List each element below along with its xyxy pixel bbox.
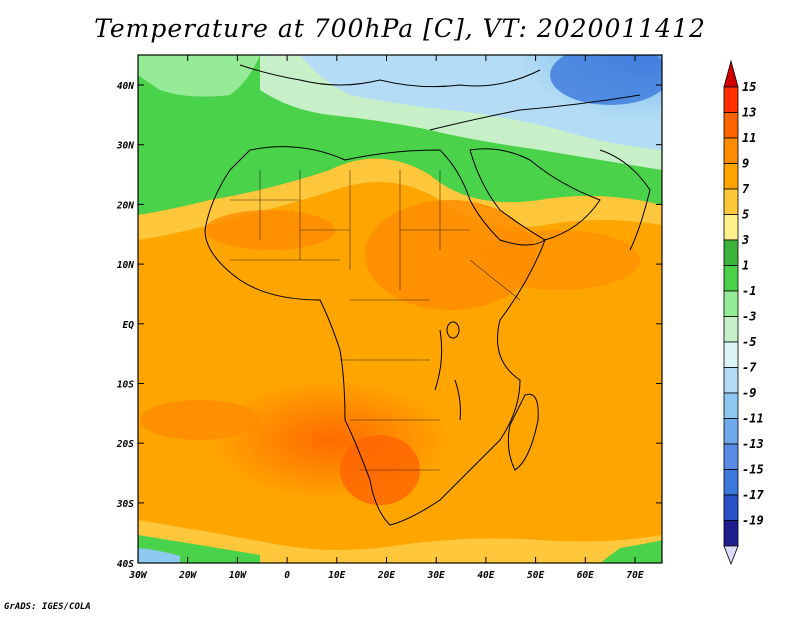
colorbar-bottom-triangle <box>723 545 739 566</box>
colorbar-swatch <box>723 392 739 419</box>
colorbar-swatch <box>723 367 739 394</box>
colorbar-level-label: 9 <box>742 157 749 171</box>
colorbar-swatch <box>723 163 739 190</box>
lon-tick-label: 40E <box>477 570 494 581</box>
colorbar-swatch <box>723 316 739 343</box>
lat-tick-label: 40S <box>117 559 134 570</box>
colorbar-top-triangle <box>723 59 739 88</box>
colorbar-swatch <box>723 290 739 317</box>
lat-tick-label: 10S <box>117 380 134 391</box>
colorbar-swatch <box>723 86 739 113</box>
colorbar-swatch <box>723 265 739 292</box>
colorbar-swatch <box>723 418 739 445</box>
colorbar-level-label: 11 <box>742 131 756 145</box>
colorbar-level-label: 5 <box>742 208 749 222</box>
colorbar-level-label: 7 <box>742 182 750 196</box>
borders <box>230 170 521 471</box>
colorbar-swatch <box>723 341 739 368</box>
lon-tick-label: 20W <box>178 570 197 581</box>
longitude-axis: 30W 20W 10W 0 10E 20E 30E 40E 50E 60E 70E <box>128 55 644 581</box>
colorbar-level-label: -13 <box>742 437 764 451</box>
colorbar-swatch <box>723 188 739 215</box>
lon-tick-label: 30W <box>128 570 147 581</box>
lon-tick-label: 60E <box>577 570 594 581</box>
colorbar-level-label: -11 <box>742 412 764 426</box>
colorbar-swatch <box>723 112 739 139</box>
lon-tick-label: 70E <box>626 570 643 581</box>
lat-tick-label: 20S <box>116 439 134 450</box>
lat-tick-label: 20N <box>116 200 134 211</box>
colorbar-level-label: -1 <box>742 284 756 298</box>
colorbar-swatch <box>723 137 739 164</box>
colorbar-swatch <box>723 494 739 521</box>
colorbar-level-label: 1 <box>742 259 749 273</box>
lat-tick-label: 10N <box>117 260 134 271</box>
lat-tick-label: EQ <box>123 320 135 331</box>
colorbar-level-label: -17 <box>742 488 764 502</box>
colorbar-level-label: -9 <box>742 386 756 400</box>
latitude-axis: 40N 30N 20N 10N EQ 10S 20S 30S 40S <box>116 81 662 570</box>
colorbar-level-label: 13 <box>742 106 756 120</box>
lat-tick-label: 40N <box>117 81 134 92</box>
coastlines <box>204 64 651 526</box>
lon-tick-label: 50E <box>527 570 544 581</box>
lat-tick-label: 30N <box>116 141 134 152</box>
colorbar-swatch <box>723 239 739 266</box>
colorbar-swatch <box>723 520 739 547</box>
colorbar-swatch <box>723 214 739 241</box>
colorbar-level-label: -5 <box>742 335 756 349</box>
colorbar-swatch <box>723 443 739 470</box>
lat-tick-label: 30S <box>116 499 134 510</box>
lon-tick-label: 10E <box>328 570 345 581</box>
colorbar: 15 13 11 9 7 5 3 1 -1 -3 -5 -7 -9 -11 -13 -15 -17 -19 <box>723 59 764 566</box>
temperature-field <box>138 55 662 563</box>
lon-tick-label: 10W <box>229 570 247 581</box>
lon-tick-label: 0 <box>284 570 290 581</box>
colorbar-swatch <box>723 469 739 496</box>
chart-title: Temperature at 700hPa [C], VT: 202001141… <box>94 14 706 43</box>
colorbar-level-label: -3 <box>742 310 756 324</box>
colorbar-level-label: -15 <box>742 463 764 477</box>
colorbar-level-label: 15 <box>742 80 756 94</box>
map-frame <box>137 54 663 564</box>
colorbar-level-label: 3 <box>741 233 749 247</box>
colorbar-level-label: -19 <box>742 514 764 528</box>
lon-tick-label: 20E <box>377 570 395 581</box>
lon-tick-label: 30E <box>427 570 445 581</box>
credit-text: GrADS: IGES/COLA <box>4 602 91 612</box>
colorbar-level-label: -7 <box>742 361 757 375</box>
